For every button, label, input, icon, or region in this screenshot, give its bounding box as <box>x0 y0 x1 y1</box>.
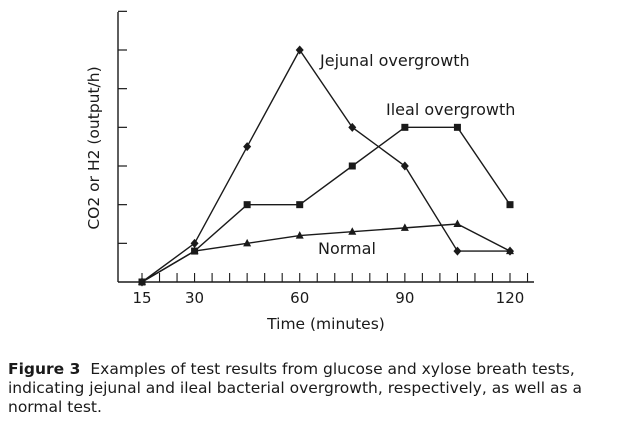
series-line <box>141 223 511 283</box>
data-point-triangle <box>190 246 199 255</box>
data-point-triangle <box>400 223 409 231</box>
data-point-diamond <box>348 122 357 132</box>
x-tick-label: 60 <box>290 289 309 307</box>
series-jejunal-overgrowth: Jejunal overgrowth <box>138 45 514 287</box>
data-point-diamond <box>243 142 252 152</box>
data-point-triangle <box>243 238 252 247</box>
data-point-triangle <box>453 219 462 227</box>
series-label: Ileal overgrowth <box>386 100 515 119</box>
x-tick-label: 120 <box>496 289 525 307</box>
x-tick-label: 15 <box>132 289 151 307</box>
data-point-diamond <box>400 161 409 171</box>
data-point-triangle <box>506 246 514 255</box>
caption-text: Examples of test results from glucose an… <box>8 360 582 416</box>
series-line <box>141 126 511 283</box>
caption-label: Figure 3 <box>8 360 81 378</box>
series-normal: Normal <box>138 219 514 285</box>
x-axis-title: Time (minutes) <box>266 315 385 333</box>
data-point-square <box>506 201 514 209</box>
figure-caption: Figure 3 Examples of test results from gl… <box>8 360 614 417</box>
data-point-triangle <box>138 277 146 285</box>
y-axis-title: CO2 or H2 (output/h) <box>85 66 103 229</box>
series-label: Normal <box>318 239 376 258</box>
data-point-square <box>348 162 356 170</box>
series-line <box>141 48 510 283</box>
data-point-square <box>296 201 304 209</box>
data-point-square <box>401 123 409 131</box>
line-chart: 15 30 60 90 120 Time (minutes) CO2 or H2 (outp… <box>85 10 534 333</box>
x-tick-label: 30 <box>185 289 204 307</box>
data-point-square <box>243 201 251 209</box>
data-point-diamond <box>190 238 199 248</box>
data-point-square <box>453 123 461 131</box>
data-point-triangle <box>295 231 304 239</box>
data-point-triangle <box>348 227 357 235</box>
data-point-diamond <box>453 246 462 256</box>
data-point-diamond <box>295 45 304 55</box>
x-tick-label: 90 <box>395 289 414 307</box>
series-label: Jejunal overgrowth <box>319 51 470 70</box>
